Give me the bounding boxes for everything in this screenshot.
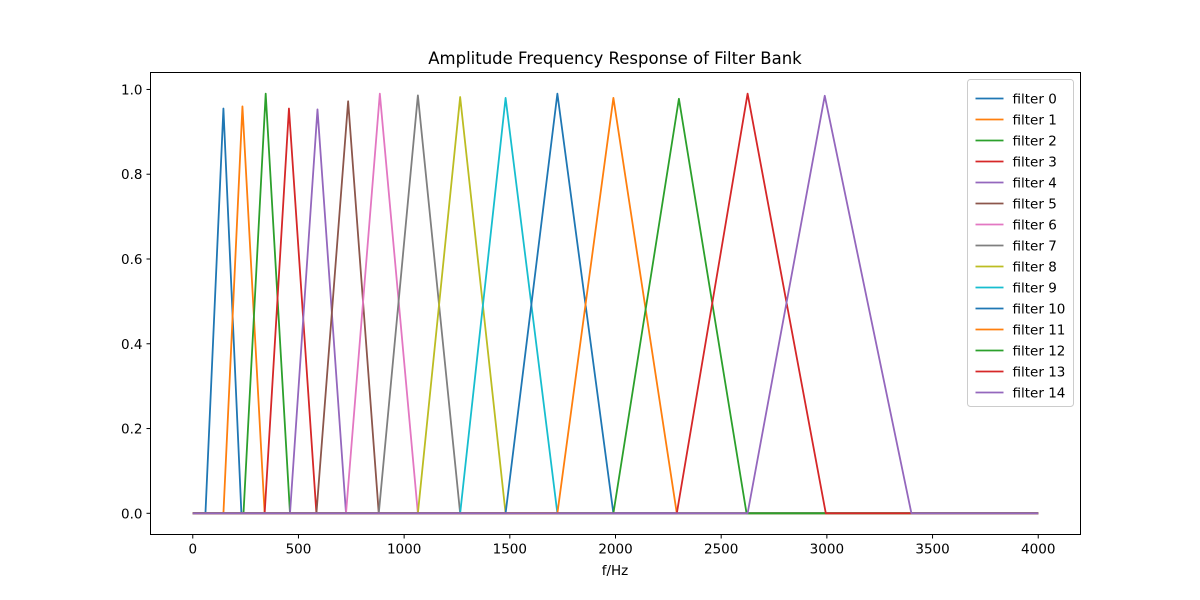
series-line-filter-14 [192,94,1039,515]
x-tick-label: 4000 [1021,542,1055,558]
legend-label-filter-11: filter 11 [1013,323,1066,339]
x-tick-label: 2500 [704,542,738,558]
legend-label-filter-13: filter 13 [1013,365,1066,381]
x-tick-label: 0 [188,542,197,558]
chart-title: Amplitude Frequency Response of Filter B… [428,49,802,68]
legend-label-filter-9: filter 9 [1013,281,1057,297]
x-tick-label: 2000 [598,542,632,558]
x-axis-label: f/Hz [602,563,629,579]
x-tick-label: 500 [286,542,312,558]
y-tick-label: 0.6 [121,252,142,268]
legend-label-filter-5: filter 5 [1013,197,1057,213]
x-tick-label: 3500 [915,542,949,558]
x-tick-label: 3000 [810,542,844,558]
x-tick-label: 1000 [387,542,421,558]
plot-lines [192,92,1039,515]
y-tick-label: 1.0 [121,82,142,98]
legend-label-filter-12: filter 12 [1013,344,1066,360]
x-axis-ticks: 0 500 1000 1500 2000 2500 3000 3500 4000 [188,534,1055,558]
x-tick-label: 1500 [493,542,527,558]
y-tick-label: 0.4 [121,337,142,353]
legend-label-filter-2: filter 2 [1013,134,1057,150]
legend-label-filter-0: filter 0 [1013,92,1057,108]
legend: filter 0 filter 1 filter 2 filter 3 filter 4… [967,79,1074,407]
legend-label-filter-6: filter 6 [1013,218,1057,234]
y-tick-label: 0.2 [121,422,142,438]
legend-label-filter-1: filter 1 [1013,113,1057,129]
legend-label-filter-4: filter 4 [1013,176,1057,192]
legend-label-filter-10: filter 10 [1013,302,1066,318]
legend-label-filter-7: filter 7 [1013,239,1057,255]
legend-label-filter-3: filter 3 [1013,155,1057,171]
legend-label-filter-14: filter 14 [1013,386,1066,402]
y-axis-ticks: 0.0 0.2 0.4 0.6 0.8 1.0 [121,82,151,522]
legend-label-filter-8: filter 8 [1013,260,1057,276]
y-tick-label: 0.8 [121,167,142,183]
y-tick-label: 0.0 [121,506,142,522]
